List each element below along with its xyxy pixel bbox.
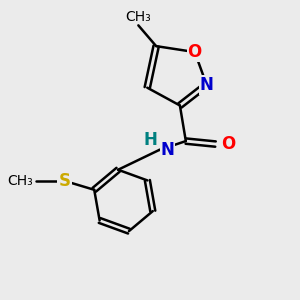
Text: O: O: [221, 135, 235, 153]
Text: N: N: [200, 76, 214, 94]
Text: O: O: [188, 43, 202, 61]
Text: CH₃: CH₃: [8, 174, 33, 188]
Text: CH₃: CH₃: [125, 10, 151, 24]
Text: H: H: [144, 130, 158, 148]
Text: S: S: [58, 172, 70, 190]
Text: N: N: [160, 141, 175, 159]
